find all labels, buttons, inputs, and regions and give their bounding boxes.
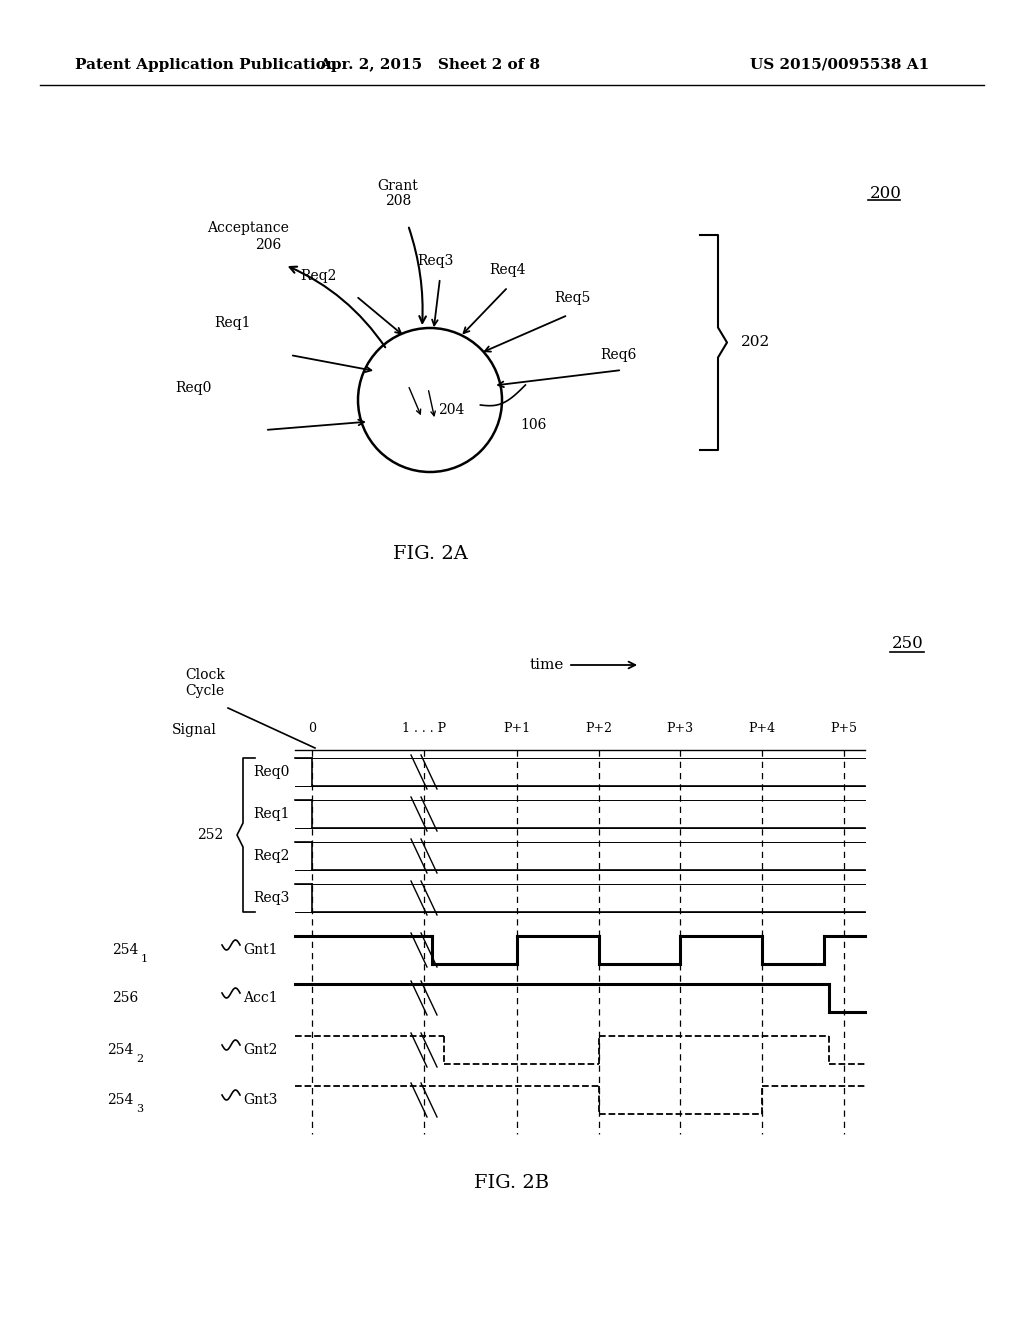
Text: Signal: Signal	[172, 723, 217, 737]
Text: 0: 0	[308, 722, 316, 734]
Text: Acc1: Acc1	[243, 991, 278, 1005]
Text: P+2: P+2	[586, 722, 612, 734]
Text: Req0: Req0	[175, 381, 211, 395]
Text: 208: 208	[385, 194, 411, 209]
Text: Req2: Req2	[300, 269, 336, 282]
Text: Req1: Req1	[215, 315, 251, 330]
Text: Grant: Grant	[378, 180, 419, 193]
Text: 254: 254	[106, 1093, 133, 1107]
Text: Apr. 2, 2015   Sheet 2 of 8: Apr. 2, 2015 Sheet 2 of 8	[319, 58, 541, 73]
Text: US 2015/0095538 A1: US 2015/0095538 A1	[751, 58, 930, 73]
Text: 2: 2	[136, 1053, 143, 1064]
Text: 106: 106	[520, 418, 547, 432]
Text: P+3: P+3	[667, 722, 693, 734]
Text: Gnt2: Gnt2	[243, 1043, 278, 1057]
Text: P+4: P+4	[749, 722, 775, 734]
Text: Req5: Req5	[554, 290, 590, 305]
Text: 202: 202	[741, 335, 770, 350]
Text: time: time	[530, 657, 564, 672]
Text: 250: 250	[892, 635, 924, 652]
Text: FIG. 2A: FIG. 2A	[392, 545, 467, 564]
Text: 3: 3	[136, 1104, 143, 1114]
Text: 1 . . . P: 1 . . . P	[402, 722, 446, 734]
Text: 252: 252	[197, 828, 223, 842]
Text: Req3: Req3	[417, 253, 454, 268]
Text: Gnt3: Gnt3	[243, 1093, 278, 1107]
Text: Req3: Req3	[254, 891, 290, 906]
Text: Req1: Req1	[254, 807, 290, 821]
Text: Patent Application Publication: Patent Application Publication	[75, 58, 337, 73]
Text: Req6: Req6	[600, 348, 636, 362]
Text: Req0: Req0	[254, 766, 290, 779]
Text: 206: 206	[255, 238, 282, 252]
Text: P+5: P+5	[830, 722, 857, 734]
Text: Acceptance: Acceptance	[207, 220, 289, 235]
Text: Req2: Req2	[254, 849, 290, 863]
Text: 200: 200	[870, 185, 902, 202]
Text: 256: 256	[112, 991, 138, 1005]
Text: 204: 204	[438, 403, 464, 417]
Text: 254: 254	[106, 1043, 133, 1057]
Text: 1: 1	[141, 954, 148, 964]
Text: Clock
Cycle: Clock Cycle	[185, 668, 225, 698]
Text: 254: 254	[112, 942, 138, 957]
Text: Gnt1: Gnt1	[243, 942, 278, 957]
Text: Req4: Req4	[489, 263, 526, 277]
Text: P+1: P+1	[504, 722, 530, 734]
Text: FIG. 2B: FIG. 2B	[474, 1173, 550, 1192]
